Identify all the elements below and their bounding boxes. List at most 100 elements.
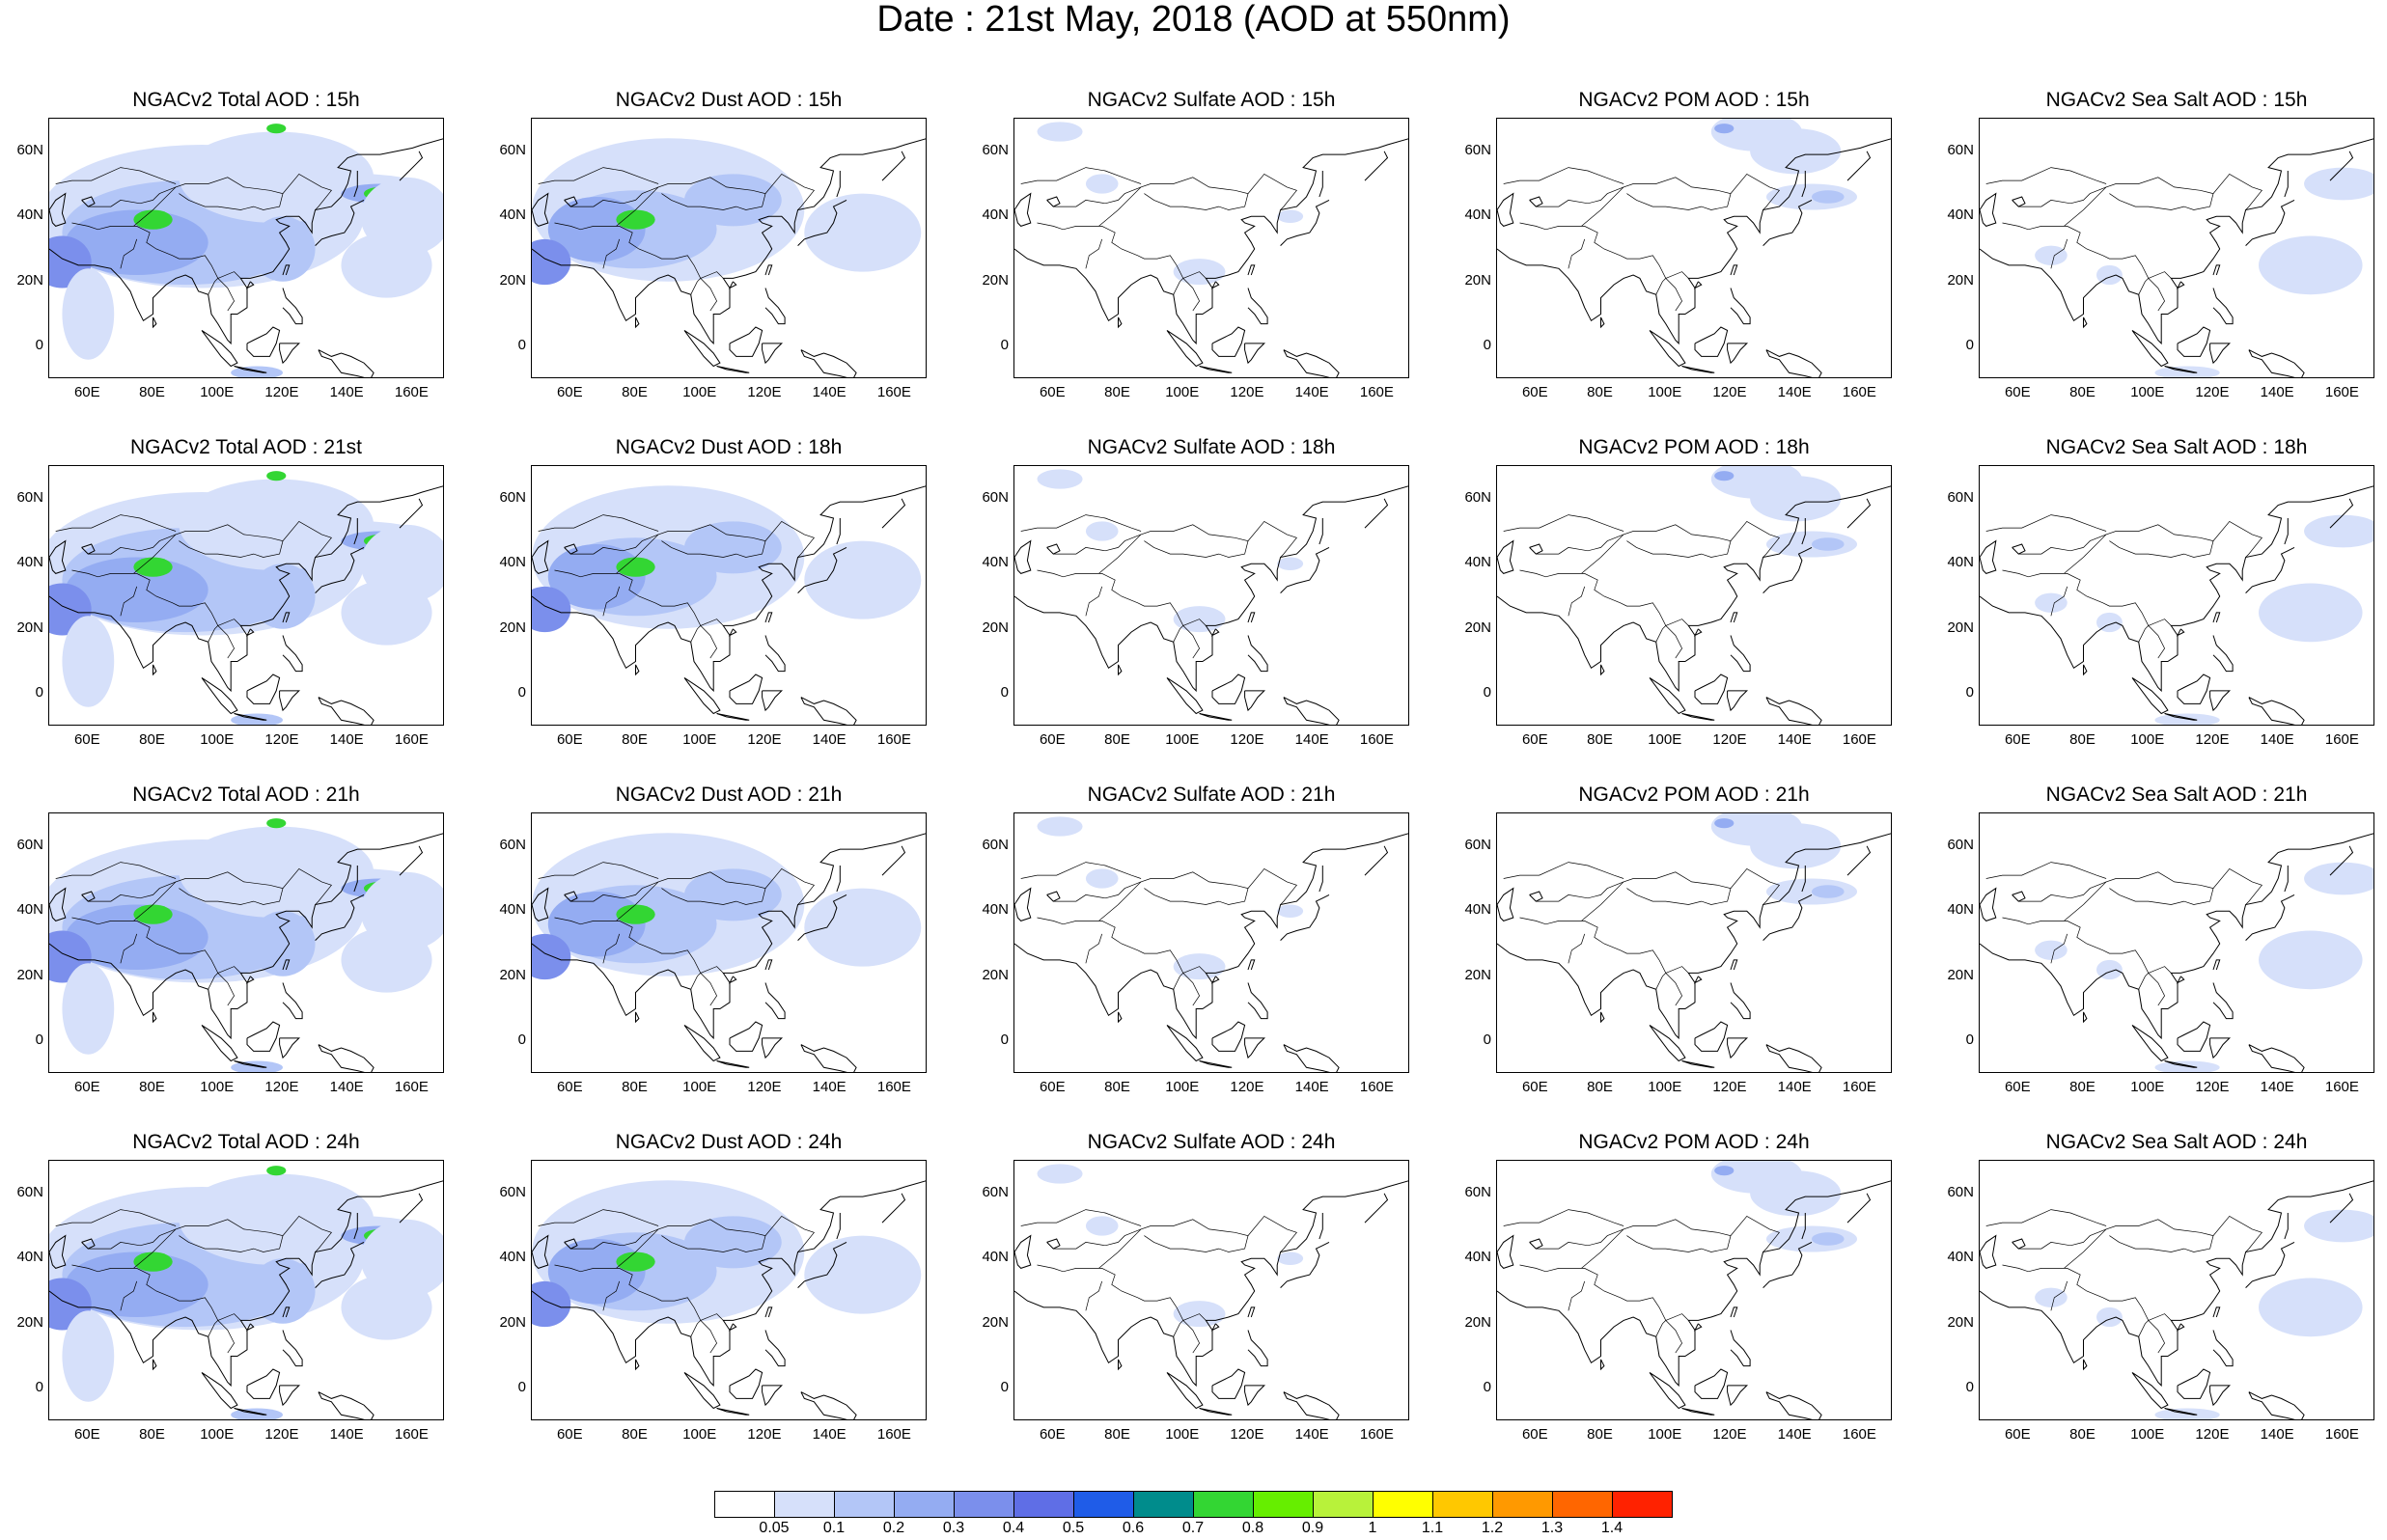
coastline <box>246 326 281 357</box>
coastline <box>1693 281 1703 289</box>
country-border <box>2138 278 2150 295</box>
aod-region <box>65 209 208 275</box>
aod-region <box>1085 1216 1119 1236</box>
coastline <box>2012 543 2026 555</box>
panel-title: NGACv2 Dust AOD : 24h <box>615 1131 843 1153</box>
country-border <box>1503 1209 1624 1226</box>
aod-region <box>1277 557 1304 570</box>
coastline <box>1283 349 1340 377</box>
country-border <box>693 612 724 626</box>
y-tick-label: 20N <box>1947 966 1974 983</box>
map-area <box>48 1160 444 1420</box>
coastline <box>1727 1037 1749 1059</box>
coastline <box>764 959 773 971</box>
country-border <box>1173 625 1184 643</box>
country-border <box>1176 612 1207 626</box>
aod-map <box>1497 813 1891 1072</box>
map-panel-dust: NGACv2 Dust AOD : 18h 60N 40N 20N 0 60E 80E 100… <box>483 436 927 755</box>
map-area <box>531 1160 927 1420</box>
x-tick-label: 60E <box>556 731 583 748</box>
country-border <box>217 1320 236 1354</box>
coastline <box>1283 1391 1340 1419</box>
x-tick-label: 140E <box>2260 731 2294 748</box>
y-tick-label: 60N <box>16 488 43 506</box>
x-tick-label: 120E <box>1712 1426 1747 1443</box>
y-tick-label: 60N <box>982 836 1009 853</box>
map-panel-sulfate: NGACv2 Sulfate AOD : 24h 60N 40N 20N 0 60E 80E… <box>965 1131 1409 1449</box>
country-border <box>764 867 815 905</box>
x-tick-label: 80E <box>622 731 648 748</box>
country-border <box>1730 173 1780 210</box>
x-tick-label: 160E <box>876 731 911 748</box>
x-tick-label: 80E <box>139 1426 165 1443</box>
map-panel-total: NGACv2 Total AOD : 21st 60N 40N 20N 0 60E 80E 1… <box>0 436 444 755</box>
coastline <box>1199 1060 1233 1068</box>
country-border <box>282 1215 332 1252</box>
country-border <box>1053 1228 1142 1250</box>
country-border <box>120 238 138 269</box>
y-tick-label: 0 <box>1483 337 1491 354</box>
figure-title: Date : 21st May, 2018 (AOD at 550nm) <box>876 0 1511 40</box>
country-border <box>1247 173 1297 210</box>
country-border <box>1098 177 1249 227</box>
y-tick-label: 40N <box>1947 1249 1974 1266</box>
x-tick-label: 160E <box>1842 731 1876 748</box>
x-tick-label: 100E <box>1165 1426 1200 1443</box>
coastline <box>1199 366 1233 373</box>
country-border <box>570 534 659 555</box>
country-border <box>1053 881 1142 902</box>
coastline <box>49 887 67 921</box>
country-border <box>208 1320 219 1337</box>
country-border <box>1182 278 1201 312</box>
coastline <box>1199 713 1233 721</box>
x-tick-label: 140E <box>329 731 364 748</box>
coastline <box>1727 343 1749 365</box>
colorbar-swatch <box>954 1491 1014 1518</box>
country-border <box>88 881 177 902</box>
coastline <box>762 690 784 712</box>
coastline <box>836 518 841 545</box>
country-border <box>208 625 219 643</box>
coastline <box>81 1238 96 1250</box>
y-tick-label: 0 <box>1483 1031 1491 1049</box>
x-tick-label: 60E <box>1521 731 1548 748</box>
coastline <box>1118 1359 1123 1371</box>
aod-map <box>1497 119 1891 377</box>
panel-title: NGACv2 Total AOD : 21h <box>132 784 360 806</box>
country-border <box>554 569 695 614</box>
coastline <box>764 982 786 1020</box>
country-border <box>2148 278 2166 312</box>
country-border <box>1985 514 2107 532</box>
y-tick-label: 60N <box>16 141 43 158</box>
x-tick-label: 160E <box>2324 1426 2359 1443</box>
map-panel-seasalt: NGACv2 Sea Salt AOD : 15h 60N 40N 20N 0 60E 80… <box>1930 89 2374 407</box>
aod-region <box>2035 245 2068 265</box>
coastline <box>764 612 773 623</box>
y-tick-label: 20N <box>1464 1313 1491 1331</box>
y-tick-label: 40N <box>16 1249 43 1266</box>
x-tick-label: 100E <box>200 1079 235 1095</box>
y-tick-label: 0 <box>1965 684 1974 701</box>
panel-title: NGACv2 POM AOD : 15h <box>1578 89 1810 111</box>
y-tick-label: 60N <box>16 836 43 853</box>
country-border <box>2018 534 2107 555</box>
x-tick-label: 120E <box>1712 1079 1747 1095</box>
coastline <box>2212 959 2221 971</box>
aod-region <box>532 1280 571 1328</box>
panel-title: NGACv2 POM AOD : 18h <box>1578 436 1810 458</box>
aod-region <box>1277 209 1304 223</box>
coastline <box>1529 1238 1543 1250</box>
aod-region <box>1714 471 1735 481</box>
x-tick-label: 60E <box>1039 1079 1066 1095</box>
coastline <box>2329 151 2354 181</box>
country-border <box>764 520 815 558</box>
coastline <box>245 281 255 289</box>
country-border <box>1182 973 1201 1006</box>
colorbar-swatch <box>1073 1491 1134 1518</box>
aod-region <box>1085 174 1119 194</box>
coastline <box>683 329 721 368</box>
colorbar-swatch <box>1253 1491 1314 1518</box>
x-tick-label: 140E <box>812 1426 847 1443</box>
y-tick-label: 40N <box>1947 206 1974 224</box>
country-border <box>1536 881 1624 902</box>
